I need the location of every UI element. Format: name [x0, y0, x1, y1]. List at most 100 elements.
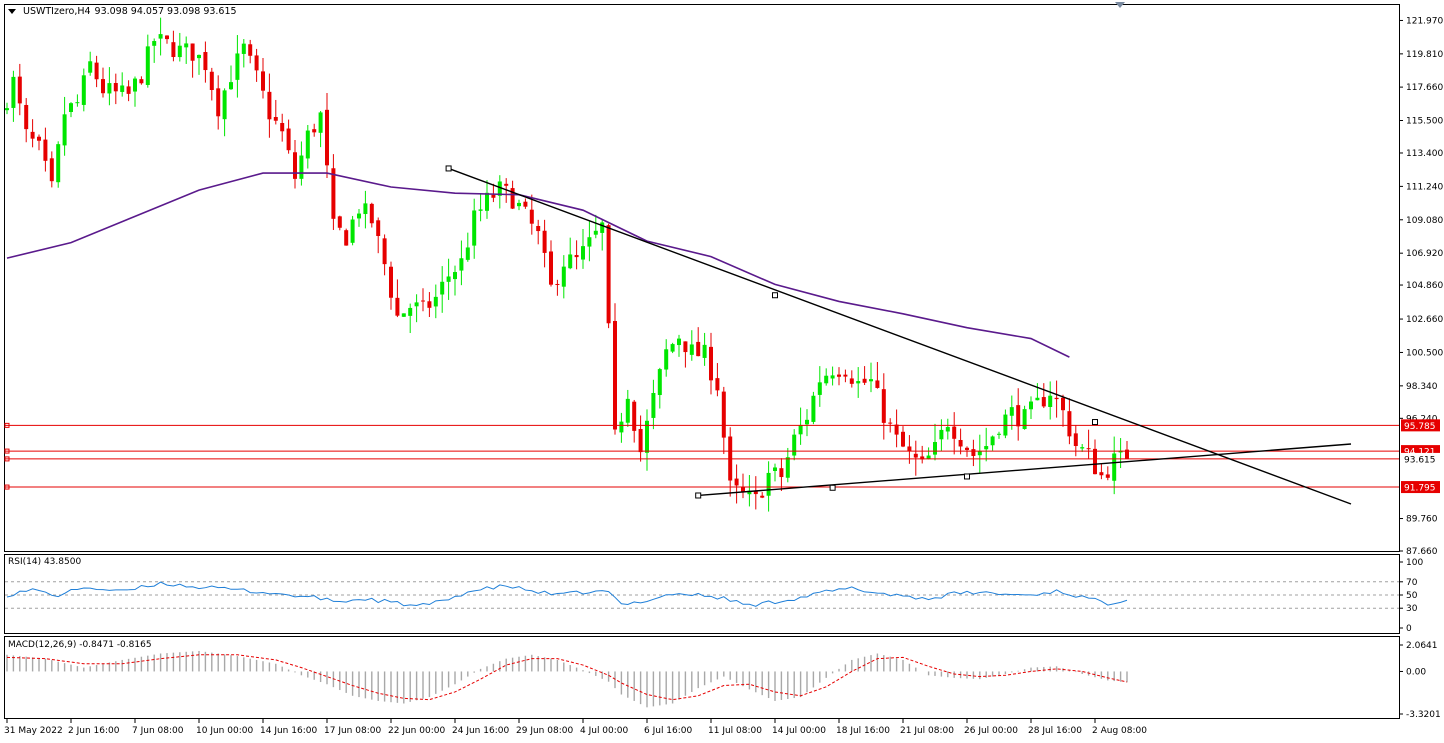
price-tick-label: 117.660 [1406, 83, 1443, 93]
candle-body [56, 144, 61, 183]
candle-body [753, 490, 758, 495]
candle-body [497, 181, 502, 196]
candle-body [11, 76, 16, 108]
candle-body [689, 344, 694, 355]
candle-body [197, 54, 201, 59]
price-panel-frame [4, 4, 1400, 552]
candle-body [107, 83, 112, 94]
candle-body [465, 247, 470, 260]
candle-body [1041, 397, 1046, 407]
dropdown-triangle-icon[interactable] [8, 9, 16, 14]
candle-body [869, 379, 873, 382]
price-tick-label: 96.240 [1406, 414, 1438, 424]
candle-body [971, 449, 976, 456]
candle-body [862, 378, 867, 383]
candle-body [977, 451, 982, 456]
candle-body [881, 389, 886, 423]
time-tick-label: 7 Jun 08:00 [132, 726, 184, 736]
candle-body [203, 52, 208, 71]
price-tick-label: 111.240 [1406, 182, 1443, 192]
candle-body [760, 495, 765, 498]
candle-body [990, 436, 995, 446]
candle-body [664, 349, 669, 370]
candle-body [43, 139, 48, 161]
macd-label: MACD(12,26,9) -0.8471 -0.8165 [8, 640, 152, 650]
candle-body [344, 230, 349, 246]
candle-body [1067, 411, 1072, 437]
candle-body [126, 86, 131, 94]
candle-body [721, 391, 726, 438]
candle-body [779, 468, 784, 478]
candle-body [369, 203, 374, 224]
candle-body [696, 341, 701, 357]
candle-body [824, 375, 829, 384]
candle-body [421, 300, 425, 302]
candle-body [1022, 409, 1027, 430]
candle-body [165, 35, 169, 40]
axis-layer: 121.970 119.810 117.660 115.500 113.400 111.2… [4, 16, 1443, 736]
candle-body [24, 104, 29, 130]
rsi-tick-label: 0 [1406, 624, 1412, 634]
candle-body [773, 467, 777, 471]
price-tick-label: 115.500 [1406, 117, 1443, 127]
price-level-label: 94.121 [1404, 448, 1436, 458]
time-tick-label: 10 Jun 00:00 [196, 726, 253, 736]
trendline-anchor-handle [772, 292, 778, 299]
candle-body [792, 434, 797, 456]
candle-body [382, 238, 387, 265]
time-tick-label: 14 Jul 00:00 [772, 726, 826, 736]
symbol-info-bar[interactable]: USWTIzero,H4 93.098 94.057 93.098 93.615 [8, 6, 237, 17]
candle-body [811, 395, 816, 422]
trendline-anchor-handle [829, 484, 836, 491]
price-panel [5, 17, 1399, 512]
candle-body [945, 427, 950, 432]
candle-body [235, 53, 240, 80]
candle-body [1035, 397, 1040, 401]
candle-body [561, 266, 566, 287]
candle-body [933, 442, 937, 455]
candle-body [939, 429, 944, 440]
time-tick-label: 28 Jul 16:00 [1028, 726, 1082, 736]
rsi-panel-frame [4, 554, 1400, 634]
candle-body [248, 44, 253, 56]
candle-body [184, 43, 189, 48]
candle-body [638, 428, 643, 453]
candle-body [401, 313, 406, 317]
price-tick-label: 119.810 [1406, 50, 1443, 60]
candle-body [216, 88, 221, 117]
level-marker [4, 484, 10, 490]
chart-shift-marker-icon[interactable] [1115, 2, 1125, 8]
candle-body [94, 62, 99, 80]
candle-body [504, 183, 509, 186]
candle-body [427, 301, 432, 308]
candle-body [747, 490, 752, 495]
candle-body [817, 382, 822, 395]
candle-body [81, 75, 86, 105]
candle-body [152, 41, 157, 46]
candle-body [1054, 397, 1059, 400]
candle-body [574, 255, 579, 258]
candle-body [907, 446, 912, 451]
candle-body [261, 71, 265, 91]
trendline-anchor-handle [695, 492, 702, 499]
candle-body [280, 122, 285, 132]
candle-body [433, 296, 438, 307]
candle-body [414, 302, 419, 307]
candle-body [446, 276, 451, 282]
candle-body [331, 168, 336, 219]
candle-body [69, 103, 73, 112]
time-tick-label: 14 Jun 16:00 [260, 726, 317, 736]
candle-body [5, 108, 9, 111]
ohlc-values: 93.098 94.057 93.098 93.615 [94, 6, 237, 17]
candle-body [312, 129, 317, 133]
candle-body [1086, 448, 1091, 450]
candle-body [1105, 474, 1110, 478]
candle-body [888, 422, 893, 424]
candle-body [171, 42, 176, 58]
candle-body [389, 266, 393, 298]
candle-body [113, 83, 118, 92]
candle-body [88, 61, 93, 73]
candle-body [472, 210, 477, 246]
rsi-label: RSI(14) 43.8500 [8, 557, 82, 567]
symbol-timeframe: USWTIzero,H4 [23, 6, 91, 17]
